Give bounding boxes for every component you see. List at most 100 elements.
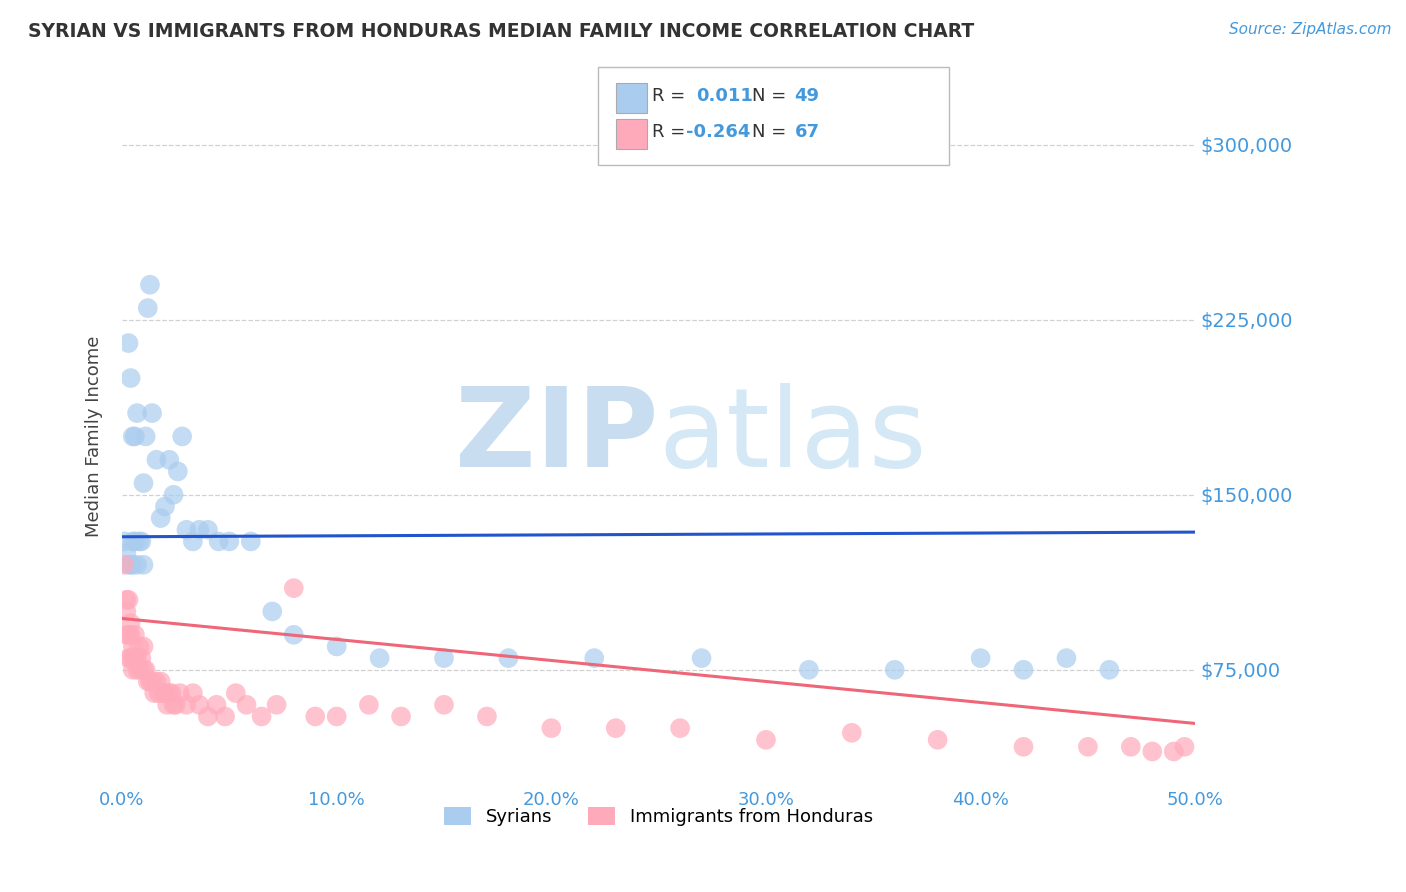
Point [283,581,305,595]
Point [115,604,138,618]
Point [139,674,162,689]
Point [1012,663,1035,677]
Point [239,534,262,549]
Point [117,628,139,642]
Point [124,534,146,549]
Point [690,651,713,665]
Point [156,698,179,712]
Point [389,709,412,723]
Point [121,558,143,572]
Point [166,465,188,479]
Point [475,709,498,723]
Point [112,558,135,572]
Point [176,698,198,712]
Point [117,651,139,665]
Text: 67: 67 [794,123,820,141]
Point [188,523,211,537]
Point [145,452,167,467]
Text: N =: N = [752,87,792,105]
Point [115,546,138,560]
Point [266,698,288,712]
Point [141,406,163,420]
Point [433,651,456,665]
Point [157,452,180,467]
Point [124,628,146,642]
Point [205,698,228,712]
Point [197,709,219,723]
Point [135,663,157,677]
Point [325,640,347,654]
Point [841,726,863,740]
Point [128,534,150,549]
Point [162,698,184,712]
Point [1142,744,1164,758]
Point [120,558,142,572]
Point [208,534,231,549]
Point [120,651,142,665]
Point [152,686,174,700]
Point [498,651,520,665]
Point [235,698,257,712]
Point [120,628,142,642]
Point [135,429,157,443]
Point [132,476,155,491]
Point [148,686,170,700]
Point [132,663,155,677]
Y-axis label: Median Family Income: Median Family Income [86,335,103,537]
Point [143,686,166,700]
Point [433,698,456,712]
Text: SYRIAN VS IMMIGRANTS FROM HONDURAS MEDIAN FAMILY INCOME CORRELATION CHART: SYRIAN VS IMMIGRANTS FROM HONDURAS MEDIA… [28,22,974,41]
Point [325,709,347,723]
Point [172,429,194,443]
Point [669,721,692,735]
Point [117,336,139,351]
Point [117,558,139,572]
Point [283,628,305,642]
Point [131,534,153,549]
Point [357,698,380,712]
Point [1119,739,1142,754]
Point [124,651,146,665]
Text: R =: R = [652,123,692,141]
Point [883,663,905,677]
Point [1173,739,1195,754]
Point [225,686,247,700]
Point [132,558,155,572]
Point [128,663,150,677]
Point [121,429,143,443]
Point [131,651,153,665]
Legend: Syrians, Immigrants from Honduras: Syrians, Immigrants from Honduras [437,799,880,833]
Point [117,592,139,607]
Point [121,663,143,677]
Point [181,534,204,549]
Point [112,534,135,549]
Point [540,721,562,735]
Point [250,709,273,723]
Point [1012,739,1035,754]
Point [115,592,138,607]
Point [214,709,236,723]
Point [969,651,991,665]
Point [128,640,150,654]
Point [197,523,219,537]
Point [115,628,138,642]
Point [153,500,176,514]
Point [145,674,167,689]
Point [797,663,820,677]
Text: Source: ZipAtlas.com: Source: ZipAtlas.com [1229,22,1392,37]
Point [165,698,187,712]
Text: 49: 49 [794,87,820,105]
Point [153,686,176,700]
Point [124,429,146,443]
Point [136,674,159,689]
Text: R =: R = [652,87,692,105]
Point [136,301,159,315]
Point [139,277,162,292]
Point [121,534,143,549]
Point [176,523,198,537]
Point [169,686,191,700]
Point [218,534,240,549]
Point [141,674,163,689]
Point [160,686,183,700]
Point [927,732,949,747]
